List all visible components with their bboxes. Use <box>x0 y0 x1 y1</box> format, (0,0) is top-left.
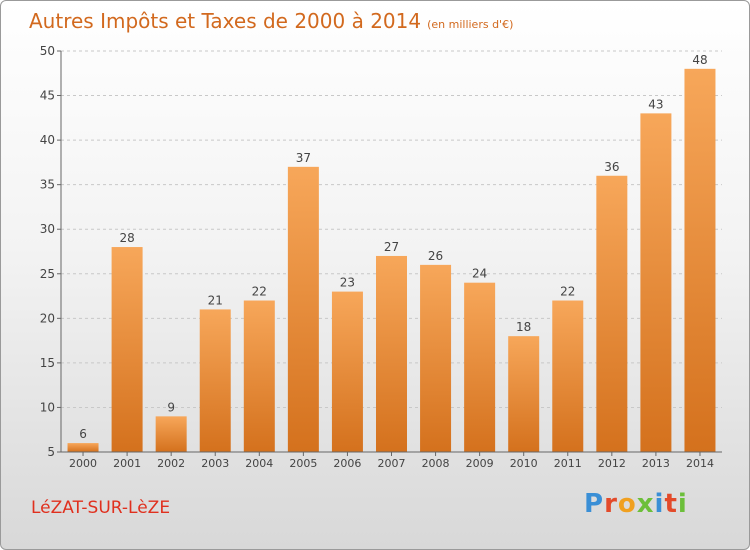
y-tick-label: 15 <box>40 356 55 370</box>
x-tick-label: 2010 <box>510 457 538 470</box>
bar-value-label: 26 <box>428 249 443 263</box>
x-tick-label: 2005 <box>289 457 317 470</box>
bar <box>640 113 672 452</box>
bar <box>243 300 275 452</box>
proxiti-logo: Proxiti <box>584 489 688 519</box>
x-tick-label: 2006 <box>333 457 361 470</box>
logo-letter: x <box>636 489 655 519</box>
bar <box>596 175 628 452</box>
bar-value-label: 22 <box>560 285 575 299</box>
y-tick-label: 5 <box>47 445 55 459</box>
x-tick-label: 2004 <box>245 457 273 470</box>
bar <box>508 336 540 452</box>
x-tick-label: 2008 <box>422 457 450 470</box>
bar <box>67 443 99 452</box>
bar-value-label: 9 <box>167 400 175 414</box>
bar-value-label: 27 <box>384 240 399 254</box>
bar-value-label: 28 <box>119 231 134 245</box>
logo-letter: i <box>654 489 665 519</box>
bar-value-label: 48 <box>692 53 707 67</box>
y-tick-label: 35 <box>40 178 55 192</box>
y-tick-label: 50 <box>40 44 55 58</box>
bar <box>420 264 452 452</box>
logo-letter: r <box>604 489 618 519</box>
bar <box>111 247 143 452</box>
bar-value-label: 23 <box>340 276 355 290</box>
y-tick-label: 30 <box>40 222 55 236</box>
bar-layer <box>67 68 716 453</box>
bar <box>199 309 231 452</box>
y-tick-label: 10 <box>40 400 55 414</box>
y-tick-label: 20 <box>40 311 55 325</box>
logo-letter: P <box>584 489 605 519</box>
x-tick-label: 2001 <box>113 457 141 470</box>
x-tick-label: 2009 <box>466 457 494 470</box>
y-tick-label: 25 <box>40 267 55 281</box>
x-tick-label: 2002 <box>157 457 185 470</box>
chart-title: Autres Impôts et Taxes de 2000 à 2014 (en… <box>29 9 513 33</box>
x-tick-label: 2003 <box>201 457 229 470</box>
bar-value-label: 36 <box>604 160 619 174</box>
bar-value-label: 37 <box>296 151 311 165</box>
bar-value-label: 22 <box>252 285 267 299</box>
x-tick-label: 2007 <box>378 457 406 470</box>
bar <box>287 166 319 452</box>
bar <box>155 416 187 452</box>
bar-value-label: 6 <box>79 427 87 441</box>
bar <box>331 291 363 452</box>
x-tick-label: 2013 <box>642 457 670 470</box>
logo-letter: o <box>617 489 637 519</box>
bar-value-label: 18 <box>516 320 531 334</box>
logo-letter: t <box>664 489 678 519</box>
bar-value-label: 24 <box>472 267 487 281</box>
bar <box>464 282 496 452</box>
x-tick-label: 2012 <box>598 457 626 470</box>
axis-layer: 5 10 15 20 25 30 35 40 45 50 2000 2001 2002 2003 2004 2… <box>40 44 722 470</box>
x-tick-label: 2011 <box>554 457 582 470</box>
town-name: LéZAT-SUR-LèZE <box>31 498 171 518</box>
x-tick-label: 2000 <box>69 457 97 470</box>
bar-value-label: 43 <box>648 97 663 111</box>
chart-title-text: Autres Impôts et Taxes de 2000 à 2014 <box>29 9 422 33</box>
bar-value-label: 21 <box>208 293 223 307</box>
label-layer: 6 28 9 21 22 37 23 27 26 24 18 22 36 43 48 <box>79 53 707 441</box>
bar <box>552 300 584 452</box>
chart-unit-note: (en milliers d'€) <box>427 18 514 31</box>
bar <box>684 68 716 453</box>
y-tick-label: 45 <box>40 89 55 103</box>
y-tick-label: 40 <box>40 133 55 147</box>
x-tick-label: 2014 <box>686 457 714 470</box>
logo-letter: i <box>677 489 688 519</box>
bar <box>376 255 407 452</box>
